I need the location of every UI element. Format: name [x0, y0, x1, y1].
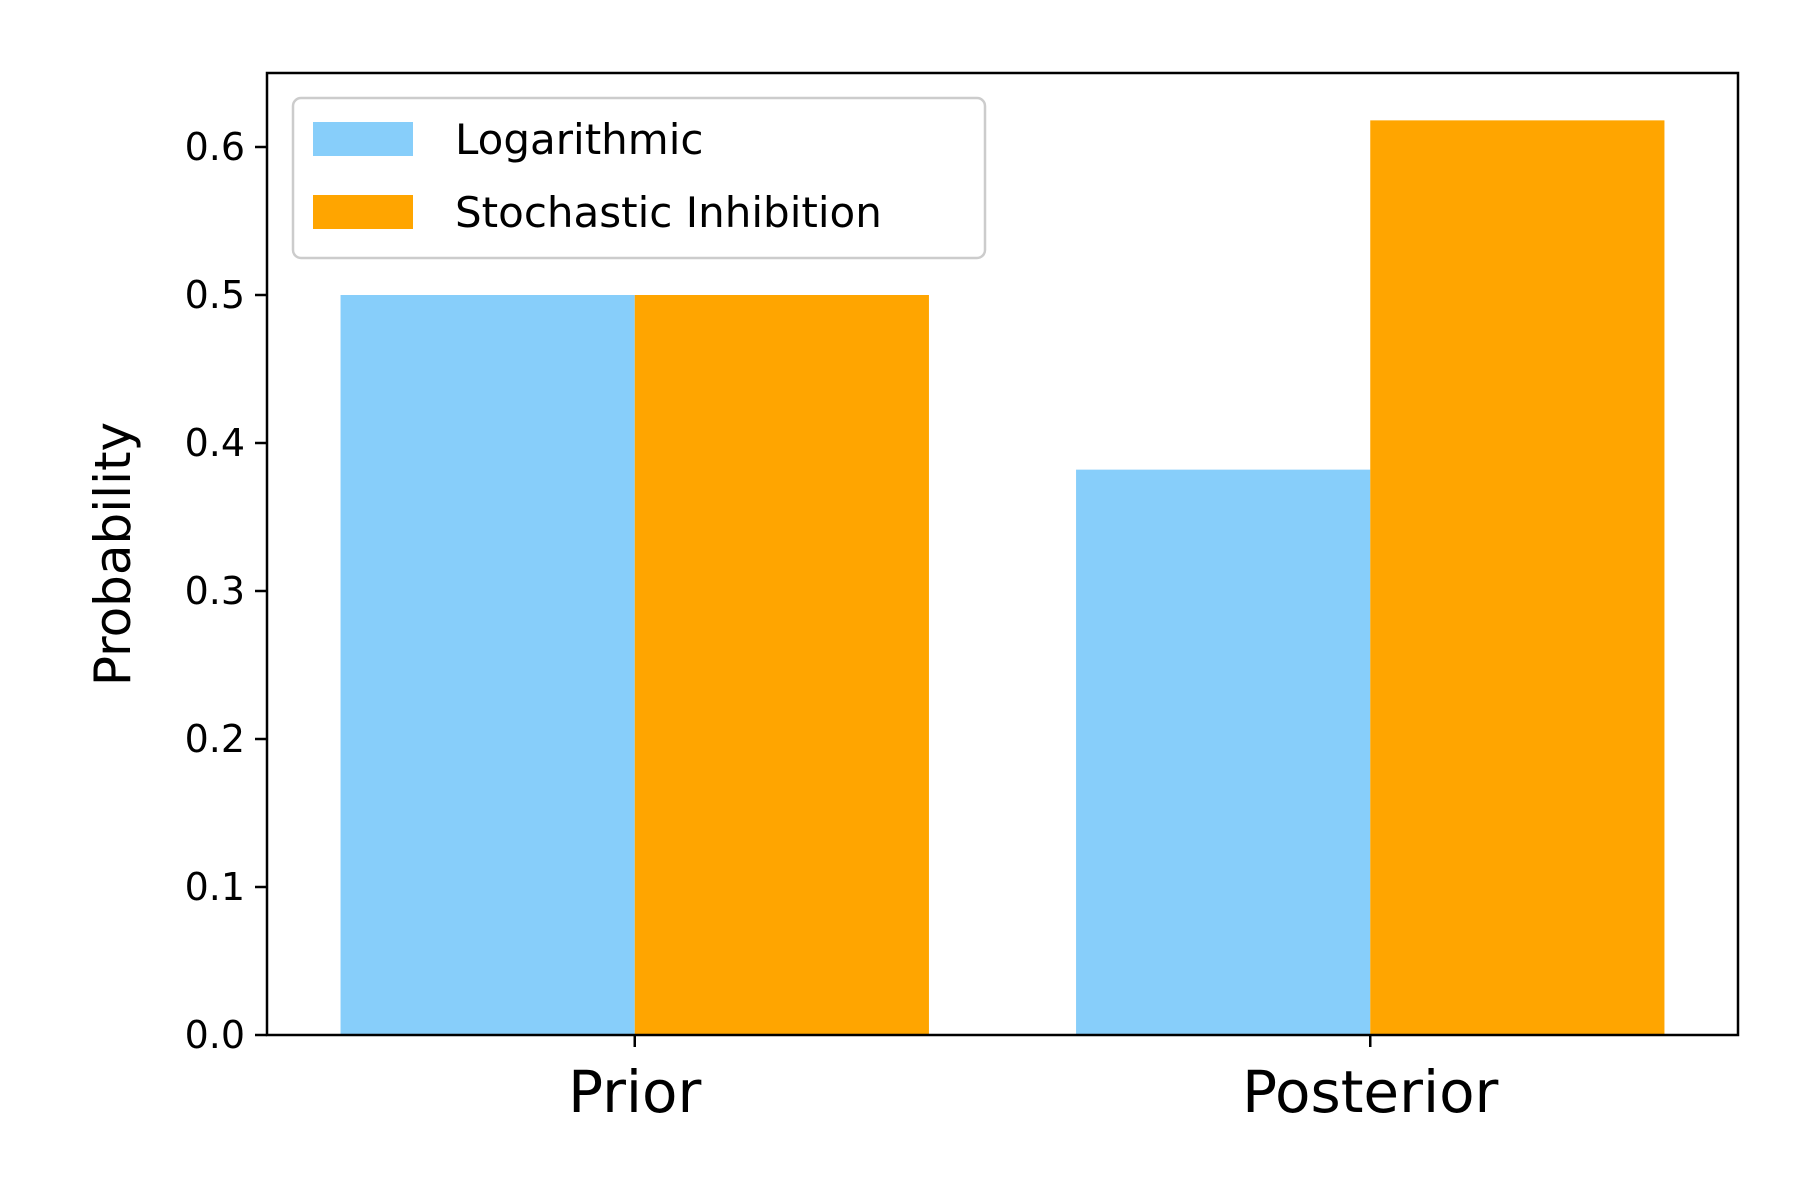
y-tick-label: 0.0 [185, 1013, 245, 1057]
x-axis: Prior Posterior [568, 1035, 1499, 1126]
legend-swatch-stochastic-inhibition [313, 195, 413, 229]
bars-layer [340, 120, 1665, 1036]
y-tick-label: 0.3 [185, 569, 245, 613]
y-axis: 0.0 0.1 0.2 0.3 0.4 0.5 0.6 [185, 125, 267, 1057]
y-tick-label: 0.5 [185, 273, 245, 317]
legend: Logarithmic Stochastic Inhibition [291, 96, 987, 260]
legend-box [291, 96, 987, 260]
x-tick-label-prior: Prior [568, 1058, 701, 1126]
plot-frame [265, 71, 1740, 1037]
y-axis-title: Probability [84, 422, 142, 686]
bar-stochastic-inhibition-prior [634, 295, 929, 1035]
y-tick-label: 0.6 [185, 125, 245, 169]
y-tick-label: 0.1 [185, 865, 245, 909]
legend-swatch-logarithmic [313, 122, 413, 156]
y-tick-label: 0.4 [185, 421, 245, 465]
bar-stochastic-inhibition-posterior [1370, 120, 1665, 1036]
y-tick-label: 0.2 [185, 717, 245, 761]
bar-logarithmic-posterior [1076, 469, 1371, 1035]
x-tick-label-posterior: Posterior [1242, 1058, 1498, 1126]
bar-logarithmic-prior [340, 295, 635, 1035]
legend-label-stochastic-inhibition: Stochastic Inhibition [455, 188, 882, 237]
legend-label-logarithmic: Logarithmic [455, 115, 703, 164]
